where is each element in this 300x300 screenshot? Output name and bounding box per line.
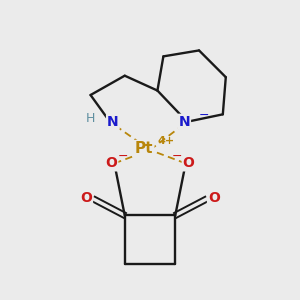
Text: O: O bbox=[105, 156, 117, 170]
Text: 4+: 4+ bbox=[158, 136, 175, 146]
Text: Pt: Pt bbox=[135, 141, 153, 156]
Text: −: − bbox=[118, 149, 128, 162]
Text: O: O bbox=[80, 190, 92, 205]
Text: N: N bbox=[178, 115, 190, 129]
Text: N: N bbox=[107, 115, 119, 129]
Text: −: − bbox=[172, 149, 182, 162]
Text: O: O bbox=[183, 156, 195, 170]
Text: O: O bbox=[208, 190, 220, 205]
Text: H: H bbox=[86, 112, 95, 125]
Text: −: − bbox=[198, 109, 209, 122]
